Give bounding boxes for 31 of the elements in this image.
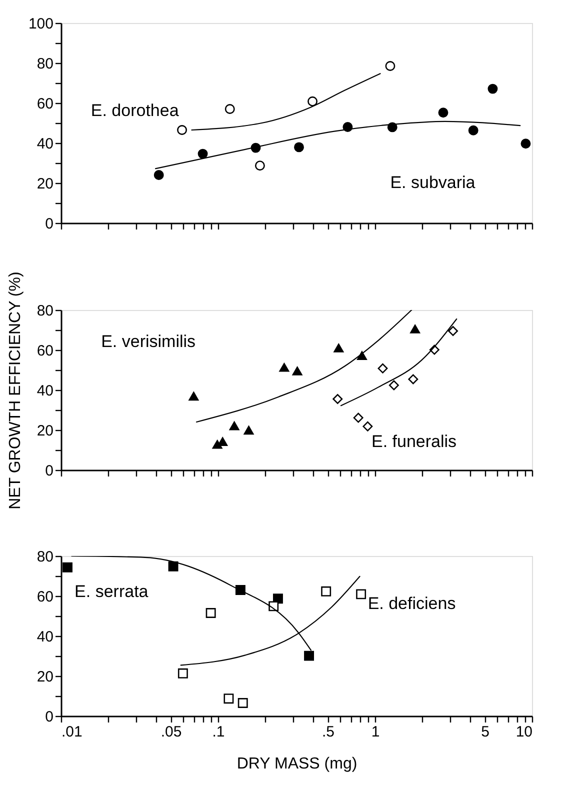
y-tick-label: 20 bbox=[36, 668, 54, 686]
x-tick-label: .5 bbox=[322, 724, 334, 740]
x-tick-label: .05 bbox=[160, 724, 182, 740]
x-tick-label: 1 bbox=[371, 724, 380, 740]
y-tick-label: 100 bbox=[28, 16, 54, 32]
y-tick-label: 40 bbox=[36, 382, 54, 400]
y-tick-label: 80 bbox=[36, 548, 54, 566]
text: E. subvaria bbox=[390, 173, 476, 192]
y-tick-label: 40 bbox=[36, 136, 54, 152]
y-tick-label: 40 bbox=[36, 628, 54, 646]
y-tick-label: 60 bbox=[36, 342, 54, 360]
x-tick-label: .01 bbox=[62, 724, 82, 740]
series-label: E. dorothea bbox=[90, 101, 180, 120]
x-tick-label: 5 bbox=[481, 724, 490, 740]
text: E. verisimilis bbox=[101, 332, 196, 351]
y-tick-label: 80 bbox=[36, 302, 54, 320]
series-label: E. serrata bbox=[74, 582, 149, 601]
y-tick-label: 20 bbox=[36, 176, 54, 192]
y-tick-label: 60 bbox=[36, 96, 54, 112]
y-tick-label: 20 bbox=[36, 422, 54, 440]
x-tick-label: 10 bbox=[516, 724, 532, 740]
y-axis-title: NET GROWTH EFFICIENCY (%) bbox=[6, 272, 24, 510]
y-tick-label: 60 bbox=[36, 588, 54, 606]
y-tick-label: 0 bbox=[45, 216, 54, 232]
series-label: E. funeralis bbox=[372, 432, 457, 451]
y-tick-label: 0 bbox=[45, 462, 54, 480]
y-tick-label: 80 bbox=[36, 56, 54, 72]
x-tick-label: .1 bbox=[212, 724, 225, 740]
x-axis-title: DRY MASS (mg) bbox=[236, 756, 358, 772]
series-label: E. deficiens bbox=[368, 594, 456, 613]
y-tick-label: 0 bbox=[45, 708, 54, 726]
